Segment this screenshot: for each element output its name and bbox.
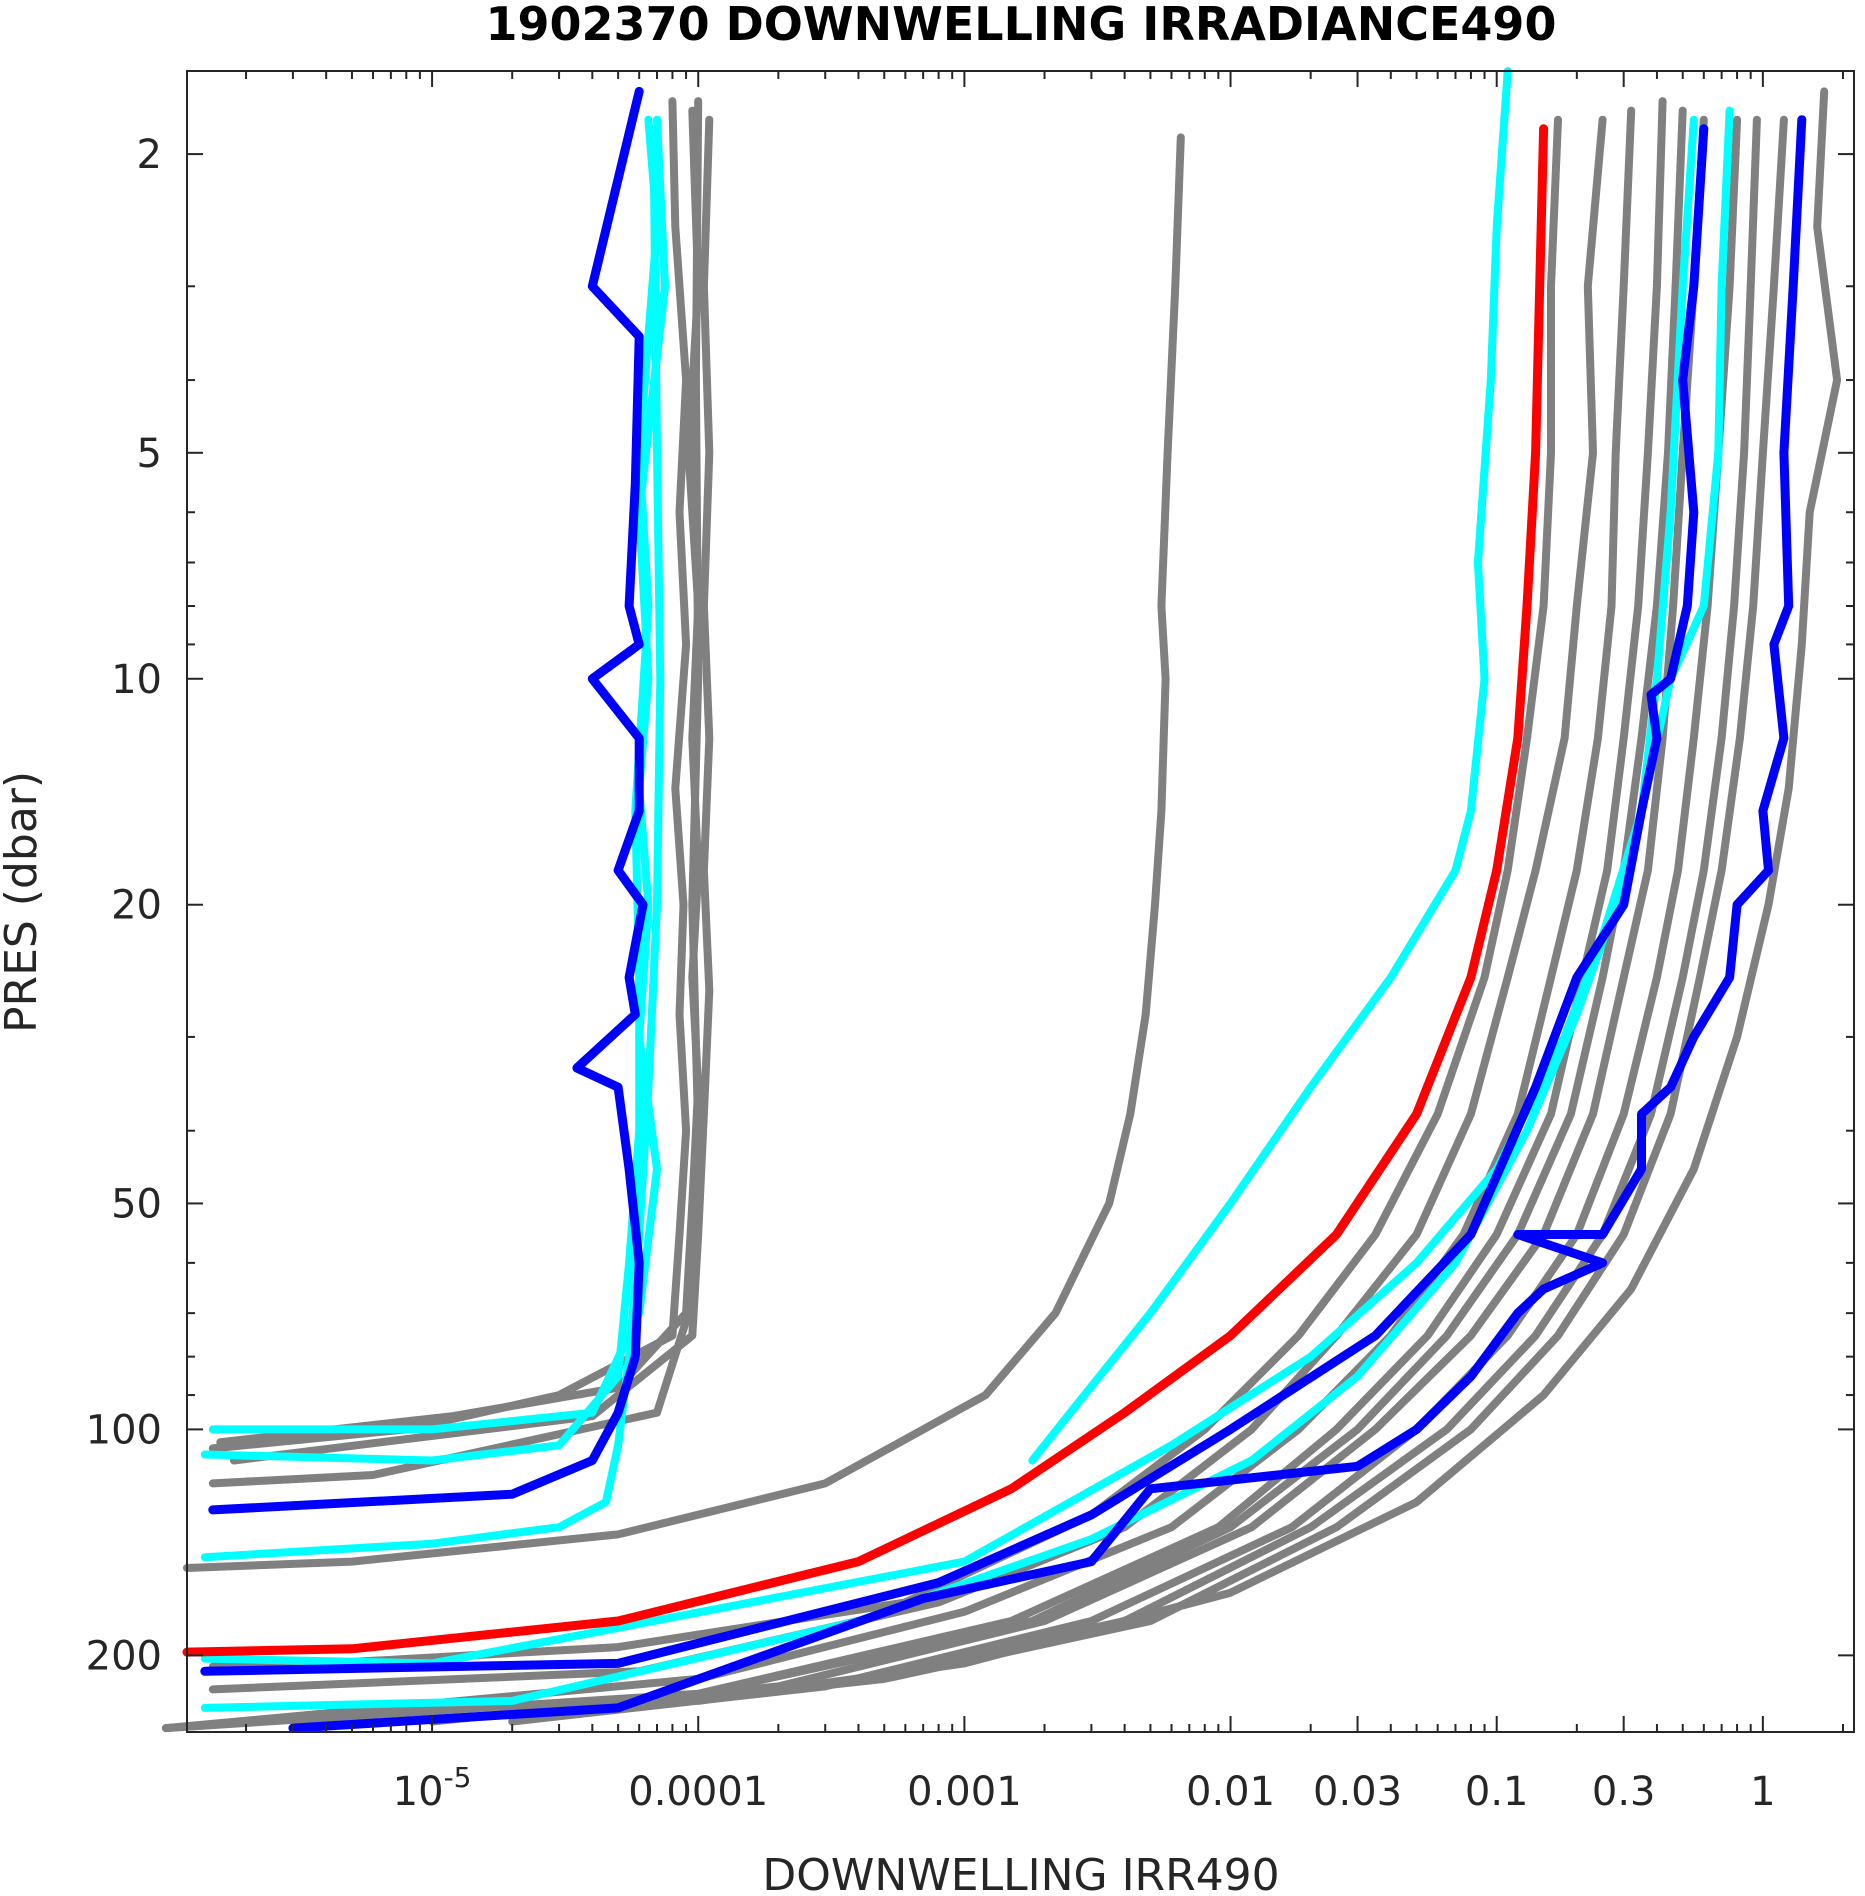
series-line-9 xyxy=(161,97,1667,1733)
y-tick-label: 20 xyxy=(111,883,162,929)
series-line-16 xyxy=(208,115,669,1434)
series-line-2 xyxy=(216,106,703,1447)
series-line-12 xyxy=(555,115,1788,1719)
series-line-24 xyxy=(200,124,1709,1676)
plot-frame xyxy=(186,70,1855,1733)
series-line-17 xyxy=(200,115,661,1465)
series-line-21 xyxy=(200,115,1698,1712)
series-line-18 xyxy=(200,150,665,1562)
series-line-5 xyxy=(183,133,1185,1572)
series-line-15 xyxy=(741,106,1687,1688)
x-tick-label: 1 xyxy=(1750,1769,1775,1815)
series-line-10 xyxy=(428,115,1708,1726)
y-tick-label: 2 xyxy=(137,132,162,178)
tick-layer xyxy=(187,71,1854,1732)
x-tick-label: 0.01 xyxy=(1186,1769,1275,1815)
x-tick-label: 10-5 xyxy=(393,1761,472,1815)
series-line-14 xyxy=(854,115,1761,1683)
series-line-13 xyxy=(694,87,1842,1705)
y-tick-label: 10 xyxy=(111,657,162,703)
y-tick-labels: 2 5 10 20 50 100 200 xyxy=(86,132,162,1679)
series-line-7 xyxy=(208,115,1607,1694)
y-tick-label: 5 xyxy=(137,431,162,477)
series-line-23 xyxy=(208,86,648,1515)
series-line-1 xyxy=(208,97,691,1453)
series-line-22 xyxy=(182,124,1549,1657)
x-tick-label: 0.03 xyxy=(1313,1769,1402,1815)
series-line-19 xyxy=(1028,67,1512,1465)
series-layer xyxy=(161,67,1842,1733)
y-tick-label: 100 xyxy=(86,1407,162,1453)
x-tick-label: 0.1 xyxy=(1465,1769,1529,1815)
y-tick-label: 50 xyxy=(111,1181,162,1227)
chart-title: 1902370 DOWNWELLING IRRADIANCE490 xyxy=(486,0,1557,51)
x-tick-label: 0.001 xyxy=(907,1769,1022,1815)
x-tick-label: 0.3 xyxy=(1592,1769,1656,1815)
x-tick-label: 0.0001 xyxy=(628,1769,768,1815)
series-line-8 xyxy=(161,106,1636,1733)
y-axis-label: PRES (dbar) xyxy=(0,771,47,1033)
x-tick-exponent: -5 xyxy=(444,1761,472,1794)
y-tick-label: 200 xyxy=(86,1633,162,1679)
x-tick-labels: 10-5 0.0001 0.001 0.01 0.03 0.1 0.3 1 xyxy=(393,1761,1776,1815)
x-axis-label: DOWNWELLING IRR490 xyxy=(762,1850,1279,1896)
series-line-25 xyxy=(288,115,1807,1733)
